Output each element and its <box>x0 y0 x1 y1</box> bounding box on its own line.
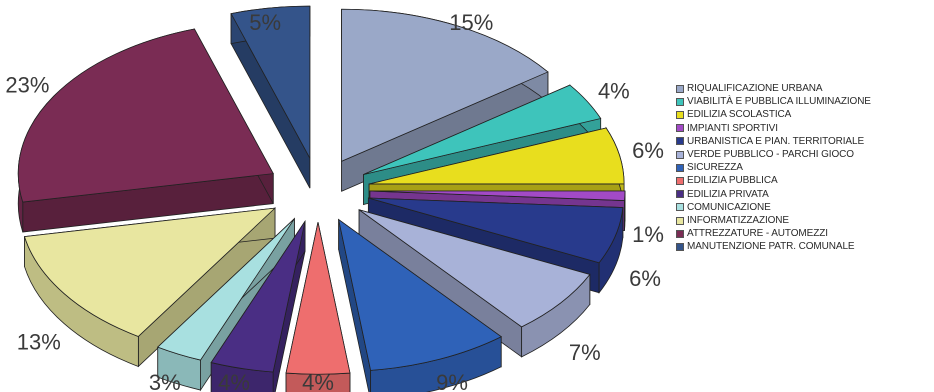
legend-item-manutenzione-patr-comunale: MANUTENZIONE PATR. COMUNALE <box>676 240 934 253</box>
legend-label: COMUNICAZIONE <box>687 201 771 213</box>
legend-label: VERDE PUBBLICO - PARCHI GIOCO <box>687 149 854 161</box>
legend-swatch <box>676 229 684 238</box>
data-label-impianti-sportivi: 1% <box>632 222 664 247</box>
legend-swatch <box>676 111 684 119</box>
pie-slice-attrezzature-automezzi <box>17 28 274 233</box>
legend-label: SICUREZZA <box>687 162 743 174</box>
data-label-sicurezza: 9% <box>436 370 468 392</box>
data-label-viabilita-e-pubblica-illuminazione: 4% <box>598 78 630 103</box>
pie-slice-manutenzione-patr-comunale <box>230 5 311 189</box>
legend-item-edilizia-privata: EDILIZIA PRIVATA <box>676 188 934 201</box>
pie-slices <box>17 5 626 392</box>
data-label-attrezzature-automezzi: 23% <box>5 73 49 98</box>
data-label-manutenzione-patr-comunale: 5% <box>249 10 281 35</box>
pie-slice-sicurezza <box>338 218 502 392</box>
legend-label: INFORMATIZZAZIONE <box>687 215 789 227</box>
data-label-informatizzazione: 13% <box>17 330 61 355</box>
legend-swatch <box>676 97 684 106</box>
legend-label: MANUTENZIONE PATR. COMUNALE <box>687 241 855 253</box>
data-label-verde-pubblico-parchi-gioco: 7% <box>569 340 601 365</box>
legend-item-verde-pubblico-parchi-gioco: VERDE PUBBLICO - PARCHI GIOCO <box>676 148 934 161</box>
legend-label: EDILIZIA PUBBLICA <box>687 175 778 187</box>
legend-label: IMPIANTI SPORTIVI <box>687 122 778 134</box>
legend-label: EDILIZIA PRIVATA <box>687 188 769 200</box>
legend-swatch <box>676 150 684 159</box>
legend-swatch <box>676 84 684 93</box>
data-label-edilizia-scolastica: 6% <box>632 138 664 163</box>
legend-item-riqualificazione-urbana: RIQUALIFICAZIONE URBANA <box>676 82 934 95</box>
legend-label: ATTREZZATURE - AUTOMEZZI <box>687 228 828 240</box>
legend-swatch <box>676 190 684 199</box>
data-label-edilizia-pubblica: 4% <box>302 370 334 392</box>
legend-label: URBANISTICA E PIAN. TERRITORIALE <box>687 135 865 147</box>
pie-slice-verde-pubblico-parchi-gioco <box>358 208 591 358</box>
legend-label: EDILIZIA SCOLASTICA <box>687 109 792 121</box>
legend-swatch <box>676 124 684 133</box>
legend-label: RIQUALIFICAZIONE URBANA <box>687 83 823 94</box>
legend-swatch <box>676 177 684 186</box>
legend-swatch <box>676 203 684 212</box>
legend-item-viabilita-e-pubblica-illuminazione: VIABILITÀ E PUBBLICA ILLUMINAZIONE <box>676 95 934 108</box>
chart-legend: RIQUALIFICAZIONE URBANA VIABILITÀ E PUBBL… <box>676 82 934 254</box>
legend-item-comunicazione: COMUNICAZIONE <box>676 201 934 214</box>
pie-labels: 15% 4% 6% 1% 6% 7% 9% 4% 4% 3% 13% 23% 5% <box>5 10 664 392</box>
pie-slice-informatizzazione <box>23 207 277 368</box>
legend-item-edilizia-pubblica: EDILIZIA PUBBLICA <box>676 174 934 187</box>
data-label-edilizia-privata: 4% <box>218 370 250 392</box>
legend-item-sicurezza: SICUREZZA <box>676 161 934 174</box>
legend-swatch <box>676 243 684 252</box>
data-label-urbanistica-e-pian-territoriale: 6% <box>629 266 661 291</box>
legend-swatch <box>676 216 684 225</box>
data-label-comunicazione: 3% <box>149 370 181 392</box>
legend-swatch <box>676 163 684 172</box>
legend-item-impianti-sportivi: IMPIANTI SPORTIVI <box>676 122 934 135</box>
legend-item-urbanistica-e-pian-territoriale: URBANISTICA E PIAN. TERRITORIALE <box>676 135 934 148</box>
legend-item-attrezzature-automezzi: ATTREZZATURE - AUTOMEZZI <box>676 227 934 240</box>
legend-item-informatizzazione: INFORMATIZZAZIONE <box>676 214 934 227</box>
data-label-riqualificazione-urbana: 15% <box>449 10 493 35</box>
legend-item-edilizia-scolastica: EDILIZIA SCOLASTICA <box>676 108 934 121</box>
pie-slice-edilizia-pubblica <box>285 222 351 392</box>
pie-slice-edilizia-privata <box>210 219 306 392</box>
legend-swatch <box>676 137 684 146</box>
legend-label: VIABILITÀ E PUBBLICA ILLUMINAZIONE <box>687 96 871 108</box>
